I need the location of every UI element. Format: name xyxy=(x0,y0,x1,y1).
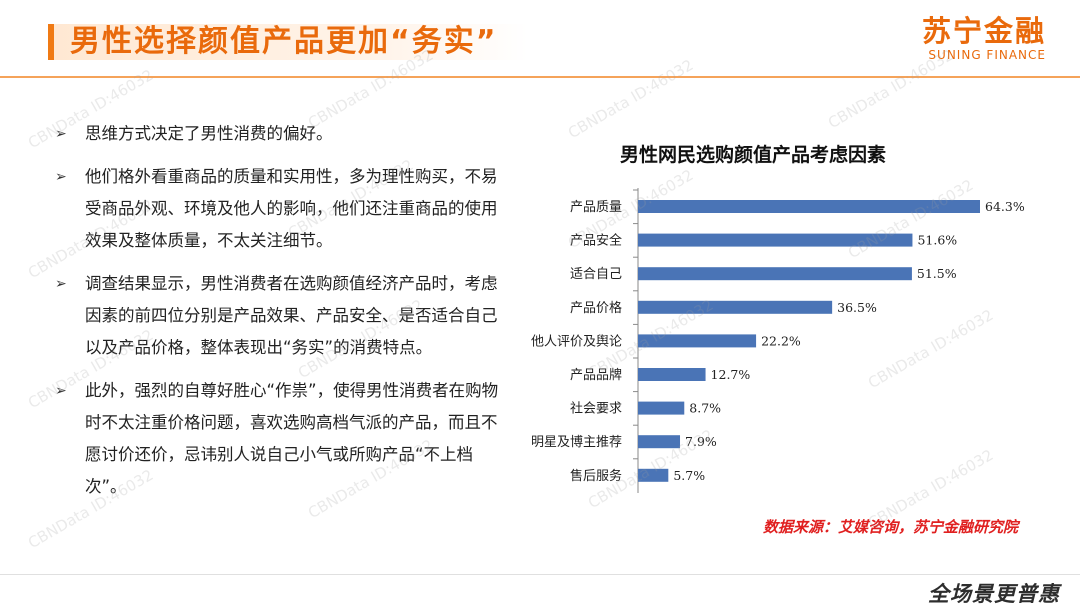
slide-title: 男性选择颜值产品更加“务实” xyxy=(70,24,498,59)
slide-header: 男性选择颜值产品更加“务实” 苏宁金融 SUNING FINANCE xyxy=(0,0,1080,76)
bar xyxy=(638,468,669,482)
data-source: 数据来源：艾媒咨询，苏宁金融研究院 xyxy=(762,518,1018,536)
bar xyxy=(638,334,757,348)
bullet-item: ➢ 他们格外看重商品的质量和实用性，多为理性购买，不易受商品外观、环境及他人的影… xyxy=(55,161,505,257)
arrow-bullet-icon: ➢ xyxy=(55,276,67,292)
bar xyxy=(638,267,912,281)
footer-slogan-logo: 全场景更普惠 xyxy=(928,582,1060,606)
bar xyxy=(638,300,833,314)
footer-divider xyxy=(0,574,1080,575)
logo-chinese-text: 苏宁金融 xyxy=(921,14,1046,48)
arrow-bullet-icon: ➢ xyxy=(55,383,67,399)
logo-english-text: SUNING FINANCE xyxy=(928,48,1046,62)
bar xyxy=(638,401,685,415)
value-label: 8.7% xyxy=(689,401,721,416)
value-label: 51.5% xyxy=(917,266,957,281)
category-label: 售后服务 xyxy=(570,468,622,484)
arrow-bullet-icon: ➢ xyxy=(55,169,67,185)
bar xyxy=(638,368,706,381)
bar xyxy=(638,435,681,449)
arrow-bullet-icon: ➢ xyxy=(55,126,67,142)
value-label: 12.7% xyxy=(711,367,751,382)
bullet-text: 此外，强烈的自尊好胜心“作祟”，使得男性消费者在购物时不太注重价格问题，喜欢选购… xyxy=(85,381,499,496)
bullet-text: 思维方式决定了男性消费的偏好。 xyxy=(85,124,333,143)
category-label: 适合自己 xyxy=(570,267,622,282)
bullet-list: ➢ 思维方式决定了男性消费的偏好。 ➢ 他们格外看重商品的质量和实用性，多为理性… xyxy=(55,118,505,514)
bar xyxy=(638,233,913,247)
bullet-item: ➢ 思维方式决定了男性消费的偏好。 xyxy=(55,118,505,150)
category-label: 产品价格 xyxy=(570,300,622,316)
title-background xyxy=(48,24,528,60)
value-label: 7.9% xyxy=(685,434,717,449)
category-label: 产品品牌 xyxy=(570,367,622,383)
category-label: 产品安全 xyxy=(570,233,622,249)
bullet-text: 他们格外看重商品的质量和实用性，多为理性购买，不易受商品外观、环境及他人的影响，… xyxy=(85,167,498,250)
value-label: 64.3% xyxy=(985,199,1025,214)
category-label: 社会要求 xyxy=(570,401,622,417)
chart-title: 男性网民选购颜值产品考虑因素 xyxy=(620,144,887,166)
suning-finance-logo: 苏宁金融 SUNING FINANCE xyxy=(922,14,1046,62)
category-label: 他人评价及舆论 xyxy=(531,334,622,349)
value-label: 51.6% xyxy=(917,233,957,248)
value-label: 22.2% xyxy=(761,333,801,348)
bullet-item: ➢ 此外，强烈的自尊好胜心“作祟”，使得男性消费者在购物时不太注重价格问题，喜欢… xyxy=(55,375,505,503)
bar-chart: 产品质量 64.3% 产品安全 51.6% 适合自己 51.5% 产品价格 36.5% 他人评价… xyxy=(531,188,1025,493)
value-label: 36.5% xyxy=(837,300,877,315)
title-accent-bar xyxy=(48,24,54,60)
value-label: 5.7% xyxy=(673,468,705,483)
bar xyxy=(638,200,980,213)
bullet-item: ➢ 调查结果显示，男性消费者在选购颜值经济产品时，考虑因素的前四位分别是产品效果… xyxy=(55,268,505,364)
category-label: 明星及博主推荐 xyxy=(531,435,622,450)
bullet-text: 调查结果显示，男性消费者在选购颜值经济产品时，考虑因素的前四位分别是产品效果、产… xyxy=(85,274,498,357)
header-divider xyxy=(0,76,1080,78)
category-label: 产品质量 xyxy=(570,200,622,215)
